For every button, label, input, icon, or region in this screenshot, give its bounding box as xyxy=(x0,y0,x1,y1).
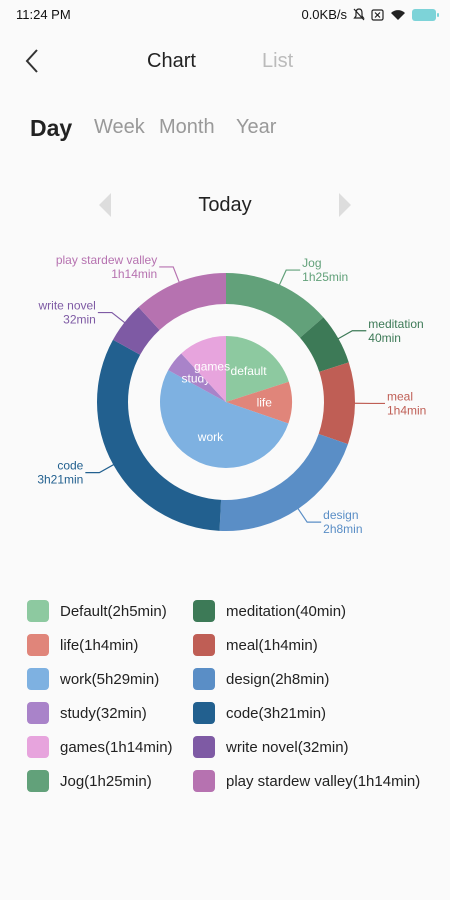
slice-label-name-meditation: meditation xyxy=(368,317,423,331)
leader-line-jog xyxy=(278,269,301,287)
legend-label: games(1h14min) xyxy=(60,738,173,756)
legend-item: write novel(32min) xyxy=(193,734,349,760)
legend-swatch xyxy=(27,600,49,622)
slice-label-name-play-stardew-valley: play stardew valley xyxy=(56,253,157,267)
legend-swatch xyxy=(193,668,215,690)
slice-label-duration-code: 3h21min xyxy=(37,473,83,487)
donut-slice-jog xyxy=(226,273,324,338)
legend-swatch xyxy=(193,736,215,758)
period-week[interactable]: Week xyxy=(94,116,145,138)
donut-slice-meditation xyxy=(300,317,349,372)
header: Chart List xyxy=(0,40,450,84)
slice-label-name-write-novel: write novel xyxy=(37,299,95,313)
legend-label: design(2h8min) xyxy=(226,670,330,688)
donut-slice-design xyxy=(219,433,348,531)
date-label: Today xyxy=(198,194,252,216)
pie-slice-work xyxy=(160,370,289,468)
back-button[interactable] xyxy=(18,46,48,76)
legend-label: meditation(40min) xyxy=(226,602,347,620)
legend-item: meal(1h4min) xyxy=(193,632,318,658)
legend-swatch xyxy=(27,770,49,792)
legend-swatch xyxy=(27,668,49,690)
leader-line-design xyxy=(296,506,322,523)
legend-item: games(1h14min) xyxy=(27,734,173,760)
pie-label-work: work xyxy=(197,430,224,444)
legend-label: write novel(32min) xyxy=(226,738,349,756)
slice-label-duration-write-novel: 32min xyxy=(63,313,96,327)
legend-label: work(5h29min) xyxy=(60,670,160,688)
leader-line-code xyxy=(85,463,116,474)
leader-line-meditation xyxy=(336,330,367,341)
legend-item: meditation(40min) xyxy=(193,598,346,624)
donut-slice-play-stardew-valley xyxy=(138,273,226,330)
legend-item: code(3h21min) xyxy=(193,700,326,726)
donut-slice-meal xyxy=(318,362,355,445)
legend-swatch xyxy=(27,634,49,656)
legend-swatch xyxy=(193,770,215,792)
pie-slice-default xyxy=(226,336,289,402)
slice-label-name-code: code xyxy=(57,459,83,473)
sim-off-icon xyxy=(371,8,384,21)
slice-label-name-design: design xyxy=(323,508,358,522)
network-speed: 0.0KB/s xyxy=(301,7,347,22)
pie-slice-study xyxy=(168,353,226,402)
slice-label-name-jog: Jog xyxy=(302,256,321,270)
legend-label: meal(1h4min) xyxy=(226,636,318,654)
period-day[interactable]: Day xyxy=(30,115,73,141)
slice-label-duration-jog: 1h25min xyxy=(302,270,348,284)
battery-icon xyxy=(412,8,439,21)
leader-line-write-novel xyxy=(97,311,127,325)
legend-label: study(32min) xyxy=(60,704,147,722)
slice-label-duration-design: 2h8min xyxy=(323,522,362,536)
legend-swatch xyxy=(193,634,215,656)
legend-swatch xyxy=(193,702,215,724)
slice-label-duration-meal: 1h4min xyxy=(387,403,426,417)
legend-item: Jog(1h25min) xyxy=(27,768,152,794)
legend-label: code(3h21min) xyxy=(226,704,327,722)
status-icons: 0.0KB/s xyxy=(301,7,439,22)
period-year[interactable]: Year xyxy=(236,116,277,138)
legend-swatch xyxy=(27,702,49,724)
tab-list[interactable]: List xyxy=(262,50,294,72)
legend-item: design(2h8min) xyxy=(193,666,329,692)
pie-slice-games xyxy=(181,336,226,402)
legend-item: work(5h29min) xyxy=(27,666,159,692)
pie-label-life: life xyxy=(257,395,273,409)
legend-label: Jog(1h25min) xyxy=(60,772,152,790)
status-bar: 11:24 PM 0.0KB/s xyxy=(0,0,450,30)
leader-line-play-stardew-valley xyxy=(159,266,181,284)
legend-item: study(32min) xyxy=(27,700,147,726)
wifi-icon xyxy=(391,9,405,20)
period-month[interactable]: Month xyxy=(159,116,215,138)
legend-item: life(1h4min) xyxy=(27,632,138,658)
slice-label-name-meal: meal xyxy=(387,389,413,403)
slice-label-duration-meditation: 40min xyxy=(368,331,401,345)
pie-label-default: default xyxy=(231,364,268,378)
legend-swatch xyxy=(27,736,49,758)
prev-day-button[interactable] xyxy=(98,192,112,218)
legend-swatch xyxy=(193,600,215,622)
status-time: 11:24 PM xyxy=(16,7,71,22)
legend-label: life(1h4min) xyxy=(60,636,139,654)
pie-label-games: games xyxy=(194,359,230,373)
legend-label: Default(2h5min) xyxy=(60,602,167,620)
legend-item: play stardew valley(1h14min) xyxy=(193,768,420,794)
legend-label: play stardew valley(1h14min) xyxy=(226,772,421,790)
donut-slice-write-novel xyxy=(113,307,160,355)
tab-chart[interactable]: Chart xyxy=(147,50,196,72)
legend-item: Default(2h5min) xyxy=(27,598,167,624)
donut-slice-code xyxy=(96,339,222,531)
pie-slice-life xyxy=(226,381,292,424)
next-day-button[interactable] xyxy=(338,192,352,218)
date-nav: Today xyxy=(0,192,450,222)
slice-label-duration-play-stardew-valley: 1h14min xyxy=(111,267,157,281)
mute-bell-icon xyxy=(353,8,365,21)
